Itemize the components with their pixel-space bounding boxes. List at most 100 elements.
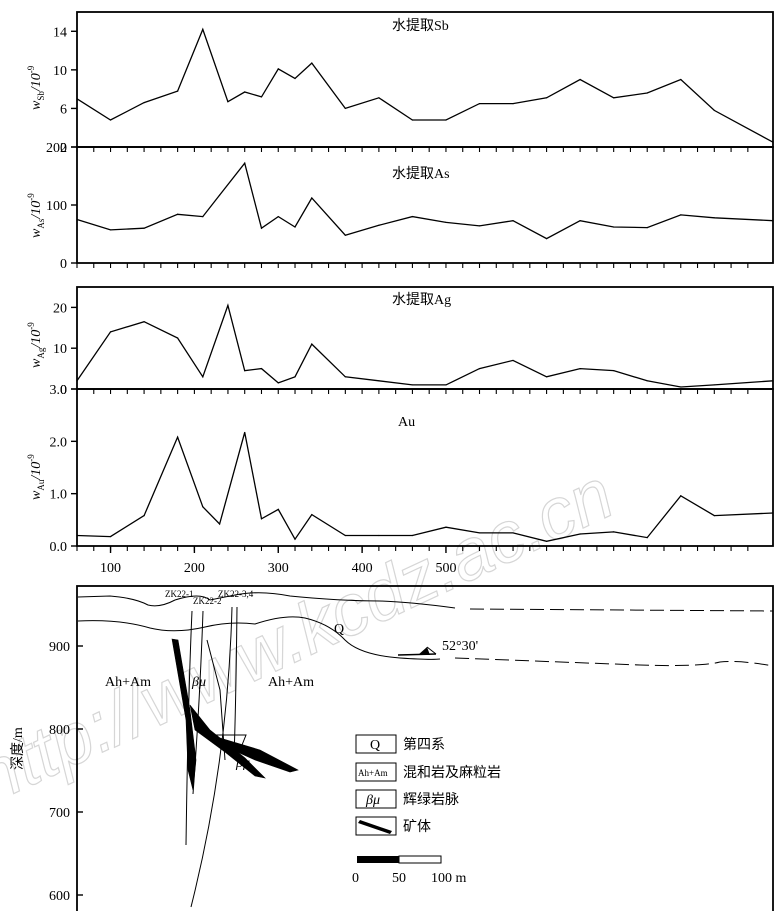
data-point [143,227,145,229]
legend-symbol: Ah+Am [358,768,388,778]
data-point [260,368,263,370]
x-ticks: 100 200 300 400 500 [100,546,456,576]
series-line [76,303,774,388]
ore-body [219,737,299,773]
data-point [294,226,296,228]
data-point [76,534,78,537]
drillhole-label: ZK22-3,4 [218,589,254,599]
data-point [202,506,204,508]
scale-label: 50 [392,871,406,886]
data-point [512,532,514,534]
legend-label: 第四系 [403,736,445,753]
data-point [244,370,246,372]
x-tick-label: 200 [184,561,205,576]
attitude-label: 52°30' [442,639,478,654]
y-ticks: 2 6 10 14 [53,25,77,156]
data-point [76,218,78,221]
data-point [218,194,221,196]
dyke [206,639,226,761]
data-point [177,436,179,438]
data-point [646,537,648,539]
data-point [177,90,179,92]
data-point [202,376,204,378]
series-line [76,161,774,240]
chart-title: 水提取Sb [392,18,449,34]
data-point [143,102,145,104]
drillhole-label: ZK22-1 [165,589,194,599]
unit-label: βμ [235,756,250,771]
ore-swatch [358,820,392,834]
y-axis-label: wAu/10-9 [26,454,46,500]
data-point [680,386,682,388]
data-point [613,226,615,228]
series-layer [76,27,774,152]
y-tick-label: 2.0 [50,435,68,450]
y-axis-label: wAg/10-9 [26,322,46,368]
unit-label: Q [334,622,344,637]
data-point [411,119,414,121]
data-point [218,523,221,525]
data-point [478,532,481,534]
ore-body [171,638,197,791]
y-tick-label: 3.0 [50,383,68,398]
x-tick-label: 300 [268,561,289,576]
legend-symbol: Q [370,738,380,753]
data-point [772,380,774,382]
data-point [109,119,112,121]
data-point [646,380,648,382]
data-point [579,533,581,535]
data-point [109,535,112,538]
data-point [177,337,179,339]
ground-surface [77,592,456,609]
data-point [445,526,447,528]
data-point [478,225,481,227]
series-line [76,27,774,143]
data-point [545,540,548,542]
watermark: http://www.kcdz.ac.cn [0,454,625,819]
data-point [277,508,279,510]
data-point [545,238,548,240]
scale-bar: 0 50 100 m [352,855,467,886]
data-point [227,304,229,306]
data-point [260,96,263,98]
data-point [378,380,380,382]
data-point [680,495,682,497]
series-line [76,432,774,542]
data-point [294,376,296,378]
data-point [76,98,78,100]
data-point [311,514,313,516]
data-point [579,78,581,81]
data-point [772,141,774,143]
cross-section: 600 700 800 900 深度/m ZK22-1 ZK22-2 ZK22-3,4… [10,585,774,911]
data-point [244,431,246,434]
data-point [579,368,581,370]
data-point [227,101,229,103]
legend-swatch [355,734,397,754]
data-point [613,370,615,372]
y-tick-label: 10 [53,64,67,79]
x-tick-label: 500 [435,561,456,576]
y-tick-label: 20 [53,301,67,316]
drillhole-label: ZK22-2 [193,596,222,606]
chart-title: Au [398,415,415,430]
legend-symbol: βμ [365,793,380,808]
data-point [579,220,581,222]
data-point [378,534,380,537]
plot-frame [76,388,774,547]
y-axis-label: wAs/10-9 [26,193,46,238]
data-point [260,518,263,520]
scale-label: 100 m [431,871,467,886]
data-point [646,92,648,94]
legend: Q 第四系 Ah+Am 混和岩及麻粒岩 βμ 辉绿岩脉 矿体 [355,734,501,836]
data-point [545,97,548,99]
plot-frame [76,146,774,264]
data-point [143,515,145,517]
y-tick-label: 2 [60,141,67,156]
unit-label: Ah+Am [268,675,314,690]
data-point [311,197,313,199]
data-point [76,380,78,382]
unit-label: βμ [191,675,206,690]
panel-sb: 2 6 10 14 水提取Sb wSb/10-9 [26,11,774,156]
data-point [680,214,682,216]
